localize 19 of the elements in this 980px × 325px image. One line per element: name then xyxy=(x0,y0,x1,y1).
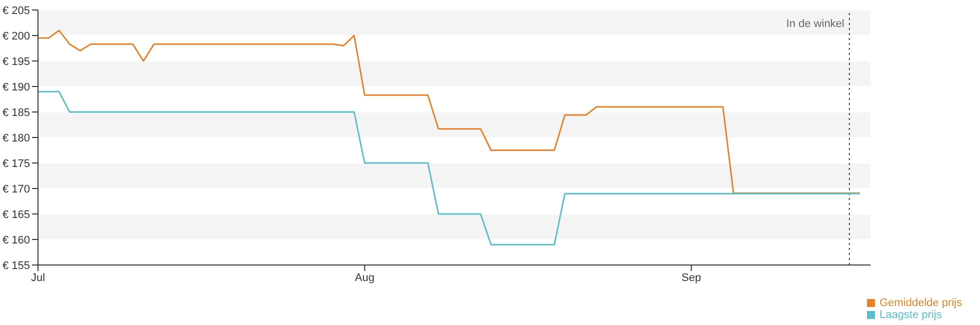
y-tick-label: € 165 xyxy=(2,208,30,221)
x-tick-label: Aug xyxy=(354,272,374,284)
y-tick-label: € 200 xyxy=(2,30,30,42)
y-tick-label: € 170 xyxy=(2,183,30,196)
y-tick-label: € 155 xyxy=(2,260,30,272)
line-series xyxy=(38,90,861,246)
legend-label: Gemiddelde prijs xyxy=(879,297,962,309)
y-tick-label: € 160 xyxy=(2,234,30,246)
y-tick-label: € 190 xyxy=(2,81,30,94)
y-tick-label: € 195 xyxy=(2,56,30,68)
line-series xyxy=(38,30,861,194)
legend-label: Laagste prijs xyxy=(879,309,942,321)
x-tick-label: Sep xyxy=(682,272,702,284)
x-tick-label: Jul xyxy=(30,272,46,284)
y-tick-label: € 175 xyxy=(2,158,30,170)
y-tick-label: € 180 xyxy=(2,132,30,144)
ref-line-label: In de winkel xyxy=(786,18,844,30)
y-tick-label: € 185 xyxy=(2,106,30,119)
y-tick-label: € 205 xyxy=(2,4,30,17)
